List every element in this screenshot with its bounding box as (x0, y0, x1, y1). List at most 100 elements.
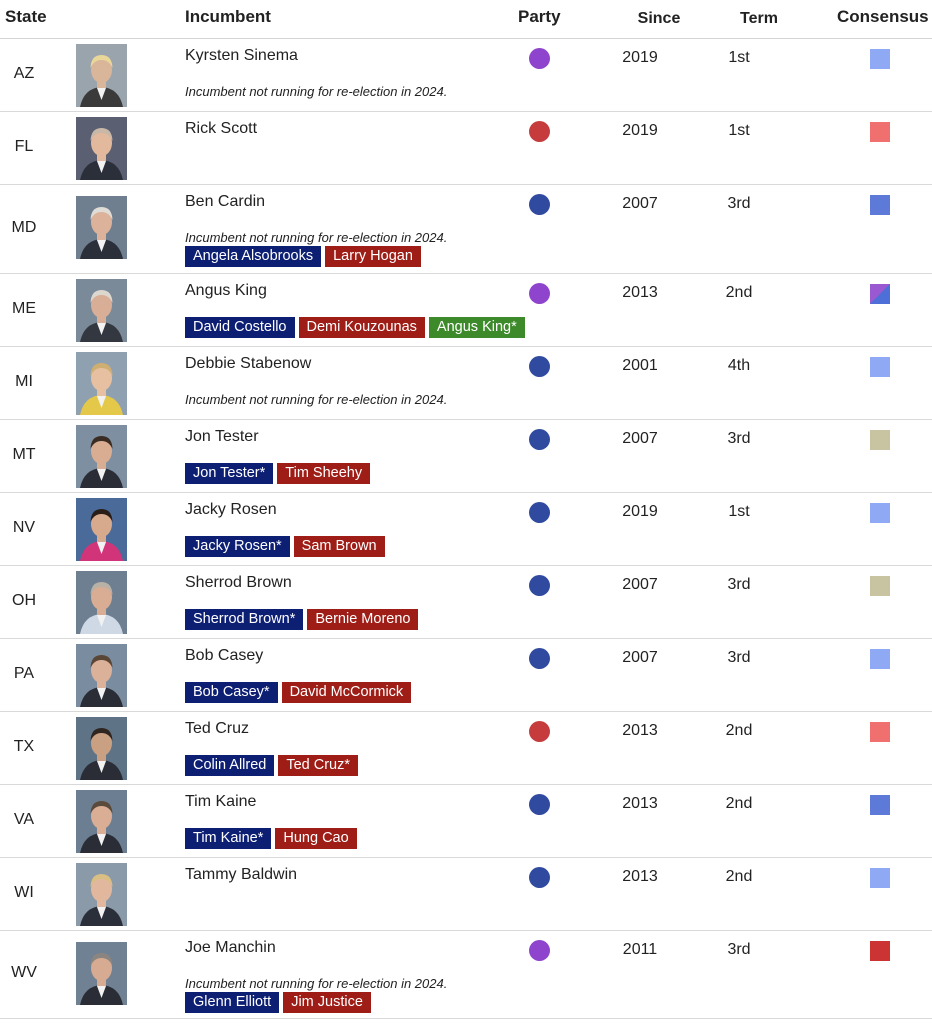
term-cell: 4th (727, 357, 751, 374)
incumbent-photo (76, 863, 127, 926)
consensus-swatch (870, 868, 890, 888)
retirement-note: Incumbent not running for re-election in… (185, 976, 448, 991)
consensus-swatch (870, 503, 890, 523)
header-since[interactable]: Since (637, 10, 681, 27)
candidate-list: Jon Tester* Tim Sheehy (185, 463, 371, 484)
state-cell: WI (14, 883, 34, 901)
candidate-tag-larry-hogan[interactable]: Larry Hogan (325, 246, 421, 267)
candidate-tag-angus-king[interactable]: Angus King* (428, 317, 525, 338)
incumbent-photo (76, 279, 127, 342)
candidate-tag-david-costello[interactable]: David Costello (185, 317, 295, 338)
candidate-tag-david-mccormick[interactable]: David McCormick (281, 682, 412, 703)
incumbent-photo (76, 44, 127, 107)
since-cell: 2007 (622, 430, 658, 447)
table-row: NV Jacky Rosen Jacky Rosen* Sam Brown 2019 1s… (0, 493, 932, 566)
table-row: PA Bob Casey Bob Casey* David McCormick 2007… (0, 639, 932, 712)
term-cell: 3rd (727, 576, 751, 593)
candidate-tag-colin-allred[interactable]: Colin Allred (185, 755, 275, 776)
term-cell: 2nd (725, 722, 753, 739)
header-term[interactable]: Term (740, 10, 778, 27)
incumbent-name[interactable]: Angus King (185, 282, 267, 299)
state-cell: VA (13, 810, 35, 828)
incumbent-name[interactable]: Tim Kaine (185, 793, 257, 810)
incumbent-photo (76, 117, 127, 180)
candidate-tag-tim-sheehy[interactable]: Tim Sheehy (277, 463, 371, 484)
incumbent-name[interactable]: Bob Casey (185, 647, 264, 664)
term-cell: 1st (728, 122, 750, 139)
incumbent-name[interactable]: Jon Tester (185, 428, 259, 445)
table-row: WV Joe Manchin Incumbent not running for r… (0, 931, 932, 1019)
party-indicator (529, 575, 550, 596)
table-row: ME Angus King David Costello Demi Kouzounas… (0, 274, 932, 347)
since-cell: 2019 (622, 122, 658, 139)
state-cell: NV (12, 518, 36, 536)
incumbent-name[interactable]: Tammy Baldwin (185, 866, 298, 883)
candidate-tag-ted-cruz[interactable]: Ted Cruz* (278, 755, 359, 776)
incumbent-photo (76, 352, 127, 415)
incumbent-name[interactable]: Ted Cruz (185, 720, 250, 737)
retirement-note: Incumbent not running for re-election in… (185, 84, 448, 99)
incumbent-name[interactable]: Ben Cardin (185, 193, 266, 210)
candidate-tag-bernie-moreno[interactable]: Bernie Moreno (307, 609, 419, 630)
candidate-tag-jim-justice[interactable]: Jim Justice (283, 992, 371, 1013)
table-row: VA Tim Kaine Tim Kaine* Hung Cao 2013 2nd (0, 785, 932, 858)
party-indicator (529, 502, 550, 523)
term-cell: 2nd (725, 795, 753, 812)
candidate-tag-glenn-elliott[interactable]: Glenn Elliott (185, 992, 280, 1013)
candidate-tag-bob-casey[interactable]: Bob Casey* (185, 682, 278, 703)
candidate-tag-hung-cao[interactable]: Hung Cao (275, 828, 357, 849)
since-cell: 2013 (622, 868, 658, 885)
candidate-tag-demi-kouzounas[interactable]: Demi Kouzounas (298, 317, 425, 338)
candidate-tag-jon-tester[interactable]: Jon Tester* (185, 463, 274, 484)
consensus-swatch (870, 357, 890, 377)
candidate-tag-sherrod-brown[interactable]: Sherrod Brown* (185, 609, 304, 630)
party-indicator (529, 794, 550, 815)
candidate-list: Angela Alsobrooks Larry Hogan (185, 246, 421, 267)
since-cell: 2013 (622, 722, 658, 739)
since-cell: 2007 (622, 649, 658, 666)
header-consensus[interactable]: Consensus (837, 7, 929, 26)
table-row: MT Jon Tester Jon Tester* Tim Sheehy 2007 3rd (0, 420, 932, 493)
term-cell: 1st (728, 503, 750, 520)
incumbent-name[interactable]: Joe Manchin (185, 939, 276, 956)
candidate-tag-jacky-rosen[interactable]: Jacky Rosen* (185, 536, 290, 557)
incumbent-name[interactable]: Debbie Stabenow (185, 355, 312, 372)
candidate-list: Sherrod Brown* Bernie Moreno (185, 609, 419, 630)
candidate-tag-tim-kaine[interactable]: Tim Kaine* (185, 828, 272, 849)
party-indicator (529, 940, 550, 961)
consensus-swatch (870, 122, 890, 142)
header-incumbent[interactable]: Incumbent (185, 7, 271, 26)
since-cell: 2019 (622, 503, 658, 520)
incumbent-name[interactable]: Sherrod Brown (185, 574, 292, 591)
since-cell: 2011 (622, 941, 658, 958)
incumbent-photo (76, 196, 127, 259)
incumbent-photo (76, 425, 127, 488)
incumbent-photo (76, 941, 127, 1005)
state-cell: OH (12, 591, 36, 609)
retirement-note: Incumbent not running for re-election in… (185, 392, 448, 407)
term-cell: 1st (728, 49, 750, 66)
incumbent-photo (76, 571, 127, 634)
table-row: OH Sherrod Brown Sherrod Brown* Bernie More… (0, 566, 932, 639)
consensus-swatch (870, 722, 890, 742)
incumbent-name[interactable]: Jacky Rosen (185, 501, 277, 518)
candidate-tag-angela-alsobrooks[interactable]: Angela Alsobrooks (185, 246, 322, 267)
state-cell: FL (14, 137, 34, 155)
party-indicator (529, 867, 550, 888)
consensus-swatch (870, 649, 890, 669)
header-state[interactable]: State (5, 7, 47, 26)
table-row: MD Ben Cardin Incumbent not running for re… (0, 185, 932, 274)
state-cell: AZ (13, 64, 35, 82)
since-cell: 2013 (622, 284, 658, 301)
incumbent-name[interactable]: Rick Scott (185, 120, 258, 137)
incumbent-name[interactable]: Kyrsten Sinema (185, 47, 298, 64)
since-cell: 2013 (622, 795, 658, 812)
consensus-swatch (870, 795, 890, 815)
candidate-tag-sam-brown[interactable]: Sam Brown (293, 536, 385, 557)
table-header: State Incumbent Party Since Term Consens… (0, 0, 932, 39)
incumbent-photo (76, 498, 127, 561)
state-cell: MT (12, 445, 36, 463)
header-party[interactable]: Party (518, 7, 561, 26)
party-indicator (529, 283, 550, 304)
